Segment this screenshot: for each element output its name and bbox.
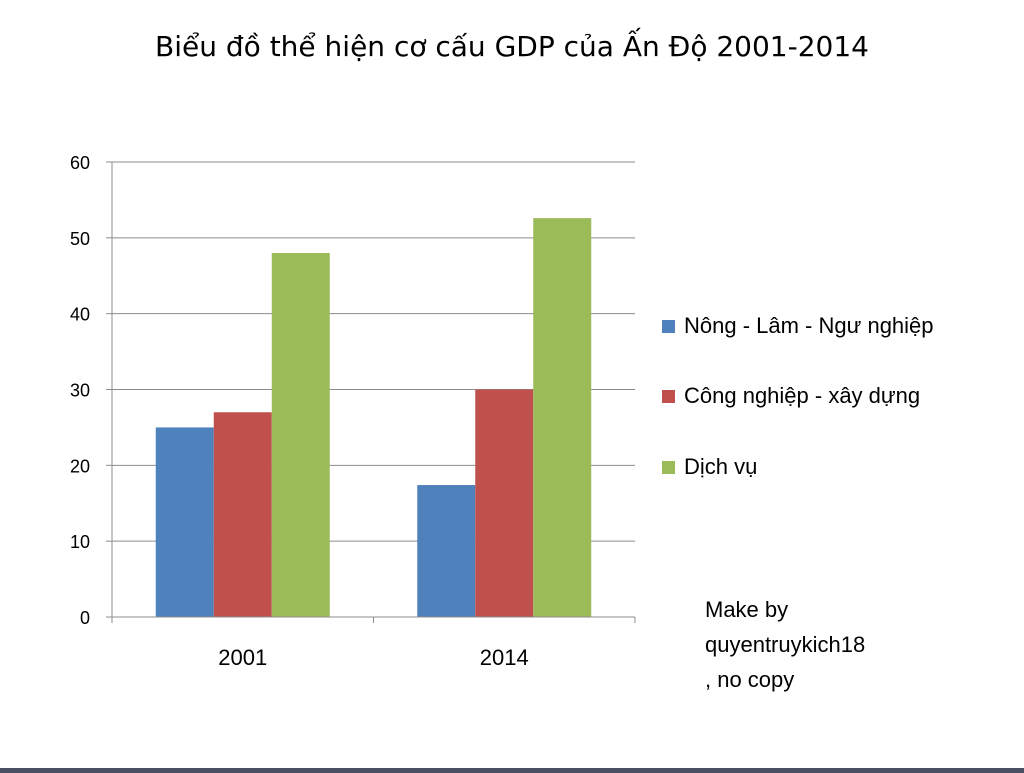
- legend-swatch-series-3: [662, 461, 675, 474]
- legend-swatch-series-2: [662, 390, 675, 403]
- legend-item-series-3: Dịch vụ: [662, 453, 982, 480]
- axes: [106, 161, 636, 623]
- x-category-label: 2014: [480, 645, 529, 670]
- y-tick-label: 40: [70, 305, 90, 325]
- legend-label-series-2: Công nghiệp - xây dựng: [684, 383, 921, 408]
- bar-2001-series-2: [213, 412, 272, 617]
- author-note: Make by quyentruykich18 , no copy: [705, 592, 965, 697]
- bar-2001-series-3: [271, 253, 330, 617]
- bar-2001-series-1: [155, 427, 214, 617]
- y-tick-label: 20: [70, 456, 90, 476]
- legend-swatch-series-1: [662, 320, 675, 333]
- chart-title: Biểu đồ thể hiện cơ cấu GDP của Ấn Độ 20…: [155, 30, 869, 63]
- legend-label-series-3: Dịch vụ: [684, 454, 758, 479]
- bar-2014-series-1: [417, 485, 476, 617]
- author-note-line-1: Make by: [705, 597, 789, 622]
- y-tick-label: 10: [70, 532, 90, 552]
- author-note-line-2: quyentruykich18: [705, 632, 866, 657]
- bar-2014-series-2: [475, 389, 534, 617]
- y-tick-label: 60: [70, 153, 90, 173]
- bars: [155, 218, 592, 617]
- x-category-label: 2001: [218, 645, 267, 670]
- legend-item-series-1: Nông - Lâm - Ngư nghiệp: [662, 312, 982, 339]
- axis-labels: 0 10 20 30 40 50 60 2001 2014: [70, 153, 529, 670]
- legend-item-series-2: Công nghiệp - xây dựng: [662, 382, 982, 409]
- bar-2014-series-3: [533, 218, 592, 617]
- author-note-line-3: , no copy: [705, 667, 795, 692]
- bottom-border: [0, 768, 1024, 773]
- y-tick-label: 50: [70, 229, 90, 249]
- y-tick-label: 30: [70, 381, 90, 401]
- legend-label-series-1: Nông - Lâm - Ngư nghiệp: [684, 313, 934, 338]
- y-tick-label: 0: [80, 608, 90, 628]
